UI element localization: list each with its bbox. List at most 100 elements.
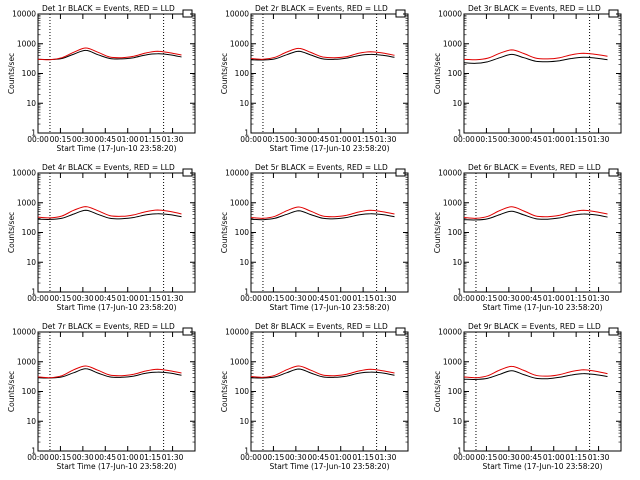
y-tick-label: 10000: [438, 10, 462, 19]
x-tick-label: 00:15: [263, 135, 285, 144]
y-tick-label: 10: [239, 417, 249, 426]
y-tick-label: 100: [22, 69, 37, 78]
x-tick-label: 01:00: [330, 294, 352, 303]
panel-5: Det 5r BLACK = Events, RED = LLD 1 10 100 10…: [220, 163, 409, 312]
x-tick-label: 01:15: [352, 453, 374, 462]
plot-frame: [463, 13, 622, 134]
panel-7: Det 7r BLACK = Events, RED = LLD 1 10 100 10…: [7, 322, 196, 471]
x-tick-label: 01:30: [375, 135, 397, 144]
series-lld: [463, 206, 608, 219]
x-tick-label: 01:15: [139, 453, 161, 462]
x-tick-label: 01:30: [162, 135, 184, 144]
y-tick-label: 10: [26, 417, 36, 426]
series-events: [463, 53, 608, 64]
plot-frame: [463, 172, 622, 293]
panel-6: Det 6r BLACK = Events, RED = LLD 1 10 100 10…: [433, 163, 622, 312]
y-tick-label: 1000: [17, 39, 36, 48]
x-tick-label: 00:00: [27, 453, 49, 462]
x-tick-label: 00:15: [50, 453, 72, 462]
x-tick-label: 00:30: [498, 294, 520, 303]
x-tick-label: 00:45: [520, 294, 542, 303]
y-tick-label: 10000: [438, 328, 462, 337]
y-tick-label: 100: [448, 69, 463, 78]
y-tick-label: 10000: [225, 10, 249, 19]
x-tick-label: 00:00: [453, 453, 475, 462]
panel-title: Det 4r BLACK = Events, RED = LLD: [42, 163, 175, 172]
x-tick-label: 01:30: [588, 135, 610, 144]
x-tick-label: 01:00: [117, 135, 139, 144]
y-tick-label: 1: [457, 129, 462, 138]
y-tick-label: 1000: [443, 357, 462, 366]
x-tick-label: 01:15: [352, 135, 374, 144]
y-tick-label: 10000: [12, 10, 36, 19]
x-tick-label: 00:15: [263, 453, 285, 462]
series-lld: [37, 365, 182, 379]
panel-title: Det 6r BLACK = Events, RED = LLD: [468, 163, 601, 172]
series-events: [37, 49, 182, 61]
y-tick-label: 10: [26, 99, 36, 108]
x-tick-label: 00:15: [476, 135, 498, 144]
panel-title: Det 7r BLACK = Events, RED = LLD: [42, 322, 175, 331]
panel-2: Det 2r BLACK = Events, RED = LLD 1 10 100 10…: [220, 4, 409, 153]
x-tick-label: 00:45: [520, 135, 542, 144]
panel-title: Det 9r BLACK = Events, RED = LLD: [468, 322, 601, 331]
x-tick-label: 00:30: [285, 453, 307, 462]
y-tick-label: 1000: [17, 198, 36, 207]
x-tick-label: 00:30: [285, 135, 307, 144]
x-axis-label: Start Time (17-Jun-10 23:58:20): [270, 462, 390, 471]
x-tick-label: 00:00: [453, 294, 475, 303]
x-tick-label: 01:15: [139, 135, 161, 144]
y-tick-label: 10000: [225, 328, 249, 337]
x-tick-label: 00:45: [94, 135, 116, 144]
x-tick-label: 00:30: [498, 453, 520, 462]
series-lld: [37, 47, 182, 61]
y-axis-label: Counts/sec: [7, 53, 16, 94]
y-tick-label: 1000: [230, 357, 249, 366]
y-tick-label: 1000: [230, 198, 249, 207]
x-tick-label: 01:00: [330, 453, 352, 462]
series-lld: [37, 206, 182, 219]
x-tick-label: 01:00: [543, 135, 565, 144]
y-tick-label: 1: [457, 288, 462, 297]
plot-frame: [250, 331, 409, 452]
x-tick-label: 01:30: [162, 294, 184, 303]
series-events: [37, 368, 182, 379]
panel-4: Det 4r BLACK = Events, RED = LLD 1 10 100 10…: [7, 163, 196, 312]
x-tick-label: 00:15: [50, 135, 72, 144]
y-tick-label: 1000: [443, 198, 462, 207]
x-tick-label: 00:00: [240, 453, 262, 462]
x-tick-label: 00:30: [498, 135, 520, 144]
x-tick-label: 00:45: [307, 294, 329, 303]
y-tick-label: 1: [244, 447, 249, 456]
x-axis-label: Start Time (17-Jun-10 23:58:20): [483, 303, 603, 312]
y-tick-label: 10000: [225, 169, 249, 178]
series-events: [463, 210, 608, 221]
x-tick-label: 00:30: [72, 294, 94, 303]
series-events: [250, 368, 395, 379]
plot-frame: [37, 172, 196, 293]
series-events: [250, 50, 395, 61]
y-tick-label: 100: [448, 228, 463, 237]
y-tick-label: 10: [452, 99, 462, 108]
x-tick-label: 00:45: [307, 453, 329, 462]
x-tick-label: 01:30: [588, 294, 610, 303]
panel-9: Det 9r BLACK = Events, RED = LLD 1 10 100 10…: [433, 322, 622, 471]
y-axis-label: Counts/sec: [220, 212, 229, 253]
y-axis-label: Counts/sec: [220, 53, 229, 94]
panel-title: Det 2r BLACK = Events, RED = LLD: [255, 4, 388, 13]
y-axis-label: Counts/sec: [7, 212, 16, 253]
panel-title: Det 5r BLACK = Events, RED = LLD: [255, 163, 388, 172]
panel-title: Det 3r BLACK = Events, RED = LLD: [468, 4, 601, 13]
y-tick-label: 100: [235, 387, 250, 396]
x-tick-label: 01:00: [543, 294, 565, 303]
y-axis-label: Counts/sec: [433, 371, 442, 412]
x-tick-label: 00:00: [240, 135, 262, 144]
y-tick-label: 1: [31, 129, 36, 138]
x-tick-label: 01:15: [565, 294, 587, 303]
y-tick-label: 10: [452, 258, 462, 267]
y-tick-label: 1000: [230, 39, 249, 48]
x-tick-label: 01:00: [330, 135, 352, 144]
x-axis-label: Start Time (17-Jun-10 23:58:20): [270, 303, 390, 312]
x-tick-label: 00:45: [94, 453, 116, 462]
